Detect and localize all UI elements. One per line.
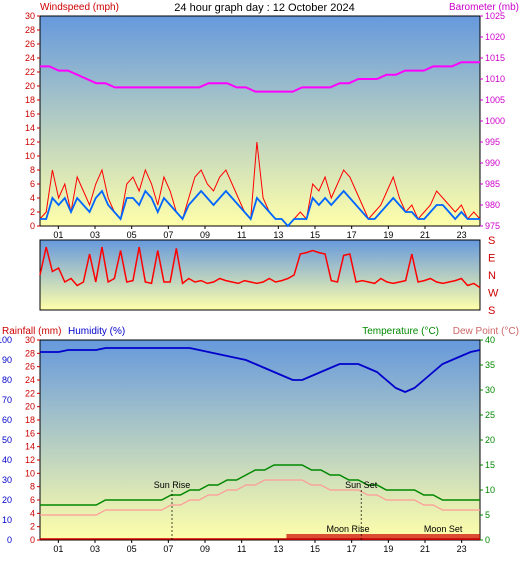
svg-text:09: 09	[200, 230, 210, 240]
svg-text:40: 40	[485, 335, 495, 345]
svg-text:12: 12	[25, 137, 35, 147]
svg-text:11: 11	[237, 230, 246, 240]
svg-text:21: 21	[420, 230, 430, 240]
svg-text:35: 35	[485, 360, 495, 370]
svg-text:S: S	[488, 305, 495, 317]
svg-text:20: 20	[2, 495, 12, 505]
svg-text:0: 0	[30, 535, 35, 545]
svg-text:975: 975	[485, 221, 500, 231]
svg-text:05: 05	[127, 544, 137, 554]
svg-text:100: 100	[0, 335, 12, 345]
svg-text:26: 26	[25, 39, 35, 49]
svg-text:25: 25	[485, 410, 495, 420]
svg-text:05: 05	[127, 230, 137, 240]
svg-text:30: 30	[2, 475, 12, 485]
svg-text:1005: 1005	[485, 95, 505, 105]
svg-text:11: 11	[237, 544, 246, 554]
svg-text:1000: 1000	[485, 116, 505, 126]
svg-text:16: 16	[25, 428, 35, 438]
svg-text:10: 10	[485, 485, 495, 495]
svg-text:30: 30	[25, 335, 35, 345]
svg-text:15: 15	[310, 544, 320, 554]
svg-text:90: 90	[2, 355, 12, 365]
svg-text:23: 23	[457, 230, 467, 240]
svg-text:10: 10	[25, 151, 35, 161]
svg-text:01: 01	[53, 230, 63, 240]
svg-text:S: S	[488, 235, 495, 247]
svg-text:17: 17	[347, 230, 357, 240]
svg-text:28: 28	[25, 25, 35, 35]
svg-text:985: 985	[485, 179, 500, 189]
svg-text:19: 19	[383, 544, 393, 554]
svg-text:19: 19	[383, 230, 393, 240]
svg-text:18: 18	[25, 95, 35, 105]
svg-text:1010: 1010	[485, 74, 505, 84]
svg-text:8: 8	[30, 165, 35, 175]
svg-text:01: 01	[53, 544, 63, 554]
svg-text:07: 07	[163, 230, 173, 240]
svg-text:6: 6	[30, 495, 35, 505]
svg-text:10: 10	[2, 515, 12, 525]
svg-text:03: 03	[90, 230, 100, 240]
svg-text:2: 2	[30, 207, 35, 217]
svg-text:60: 60	[2, 415, 12, 425]
svg-text:0: 0	[30, 221, 35, 231]
svg-text:17: 17	[347, 544, 357, 554]
svg-text:22: 22	[25, 67, 35, 77]
svg-text:28: 28	[25, 348, 35, 358]
svg-text:1025: 1025	[485, 11, 505, 21]
svg-text:W: W	[488, 288, 499, 300]
svg-text:N: N	[488, 270, 496, 282]
svg-text:15: 15	[310, 230, 320, 240]
svg-text:14: 14	[25, 123, 35, 133]
svg-text:E: E	[488, 253, 495, 265]
svg-text:20: 20	[25, 81, 35, 91]
svg-text:14: 14	[25, 442, 35, 452]
svg-text:Sun Rise: Sun Rise	[154, 480, 191, 490]
svg-text:980: 980	[485, 200, 500, 210]
svg-text:2: 2	[30, 522, 35, 532]
svg-text:6: 6	[30, 179, 35, 189]
svg-text:21: 21	[420, 544, 430, 554]
weather-chart: 0246810121416182022242628309759809859909…	[0, 0, 529, 563]
svg-text:Moon Rise: Moon Rise	[326, 524, 369, 534]
svg-text:995: 995	[485, 137, 500, 147]
svg-text:20: 20	[25, 402, 35, 412]
svg-text:10: 10	[25, 468, 35, 478]
svg-text:Sun Set: Sun Set	[345, 480, 378, 490]
svg-text:07: 07	[163, 544, 173, 554]
svg-text:50: 50	[2, 435, 12, 445]
svg-text:80: 80	[2, 375, 12, 385]
svg-text:0: 0	[485, 535, 490, 545]
svg-text:0: 0	[7, 535, 12, 545]
svg-text:18: 18	[25, 415, 35, 425]
svg-text:Moon Set: Moon Set	[424, 524, 463, 534]
svg-text:22: 22	[25, 388, 35, 398]
svg-text:12: 12	[25, 455, 35, 465]
svg-text:5: 5	[485, 510, 490, 520]
svg-text:13: 13	[273, 544, 283, 554]
svg-text:990: 990	[485, 158, 500, 168]
svg-text:24: 24	[25, 53, 35, 63]
svg-text:20: 20	[485, 435, 495, 445]
svg-text:13: 13	[273, 230, 283, 240]
svg-text:4: 4	[30, 508, 35, 518]
svg-text:30: 30	[485, 385, 495, 395]
svg-text:23: 23	[457, 544, 467, 554]
svg-text:15: 15	[485, 460, 495, 470]
svg-text:8: 8	[30, 482, 35, 492]
svg-text:70: 70	[2, 395, 12, 405]
svg-text:4: 4	[30, 193, 35, 203]
svg-text:26: 26	[25, 362, 35, 372]
svg-text:24: 24	[25, 375, 35, 385]
svg-text:09: 09	[200, 544, 210, 554]
svg-text:1015: 1015	[485, 53, 505, 63]
svg-text:40: 40	[2, 455, 12, 465]
svg-text:16: 16	[25, 109, 35, 119]
svg-text:1020: 1020	[485, 32, 505, 42]
svg-text:03: 03	[90, 544, 100, 554]
svg-text:30: 30	[25, 11, 35, 21]
